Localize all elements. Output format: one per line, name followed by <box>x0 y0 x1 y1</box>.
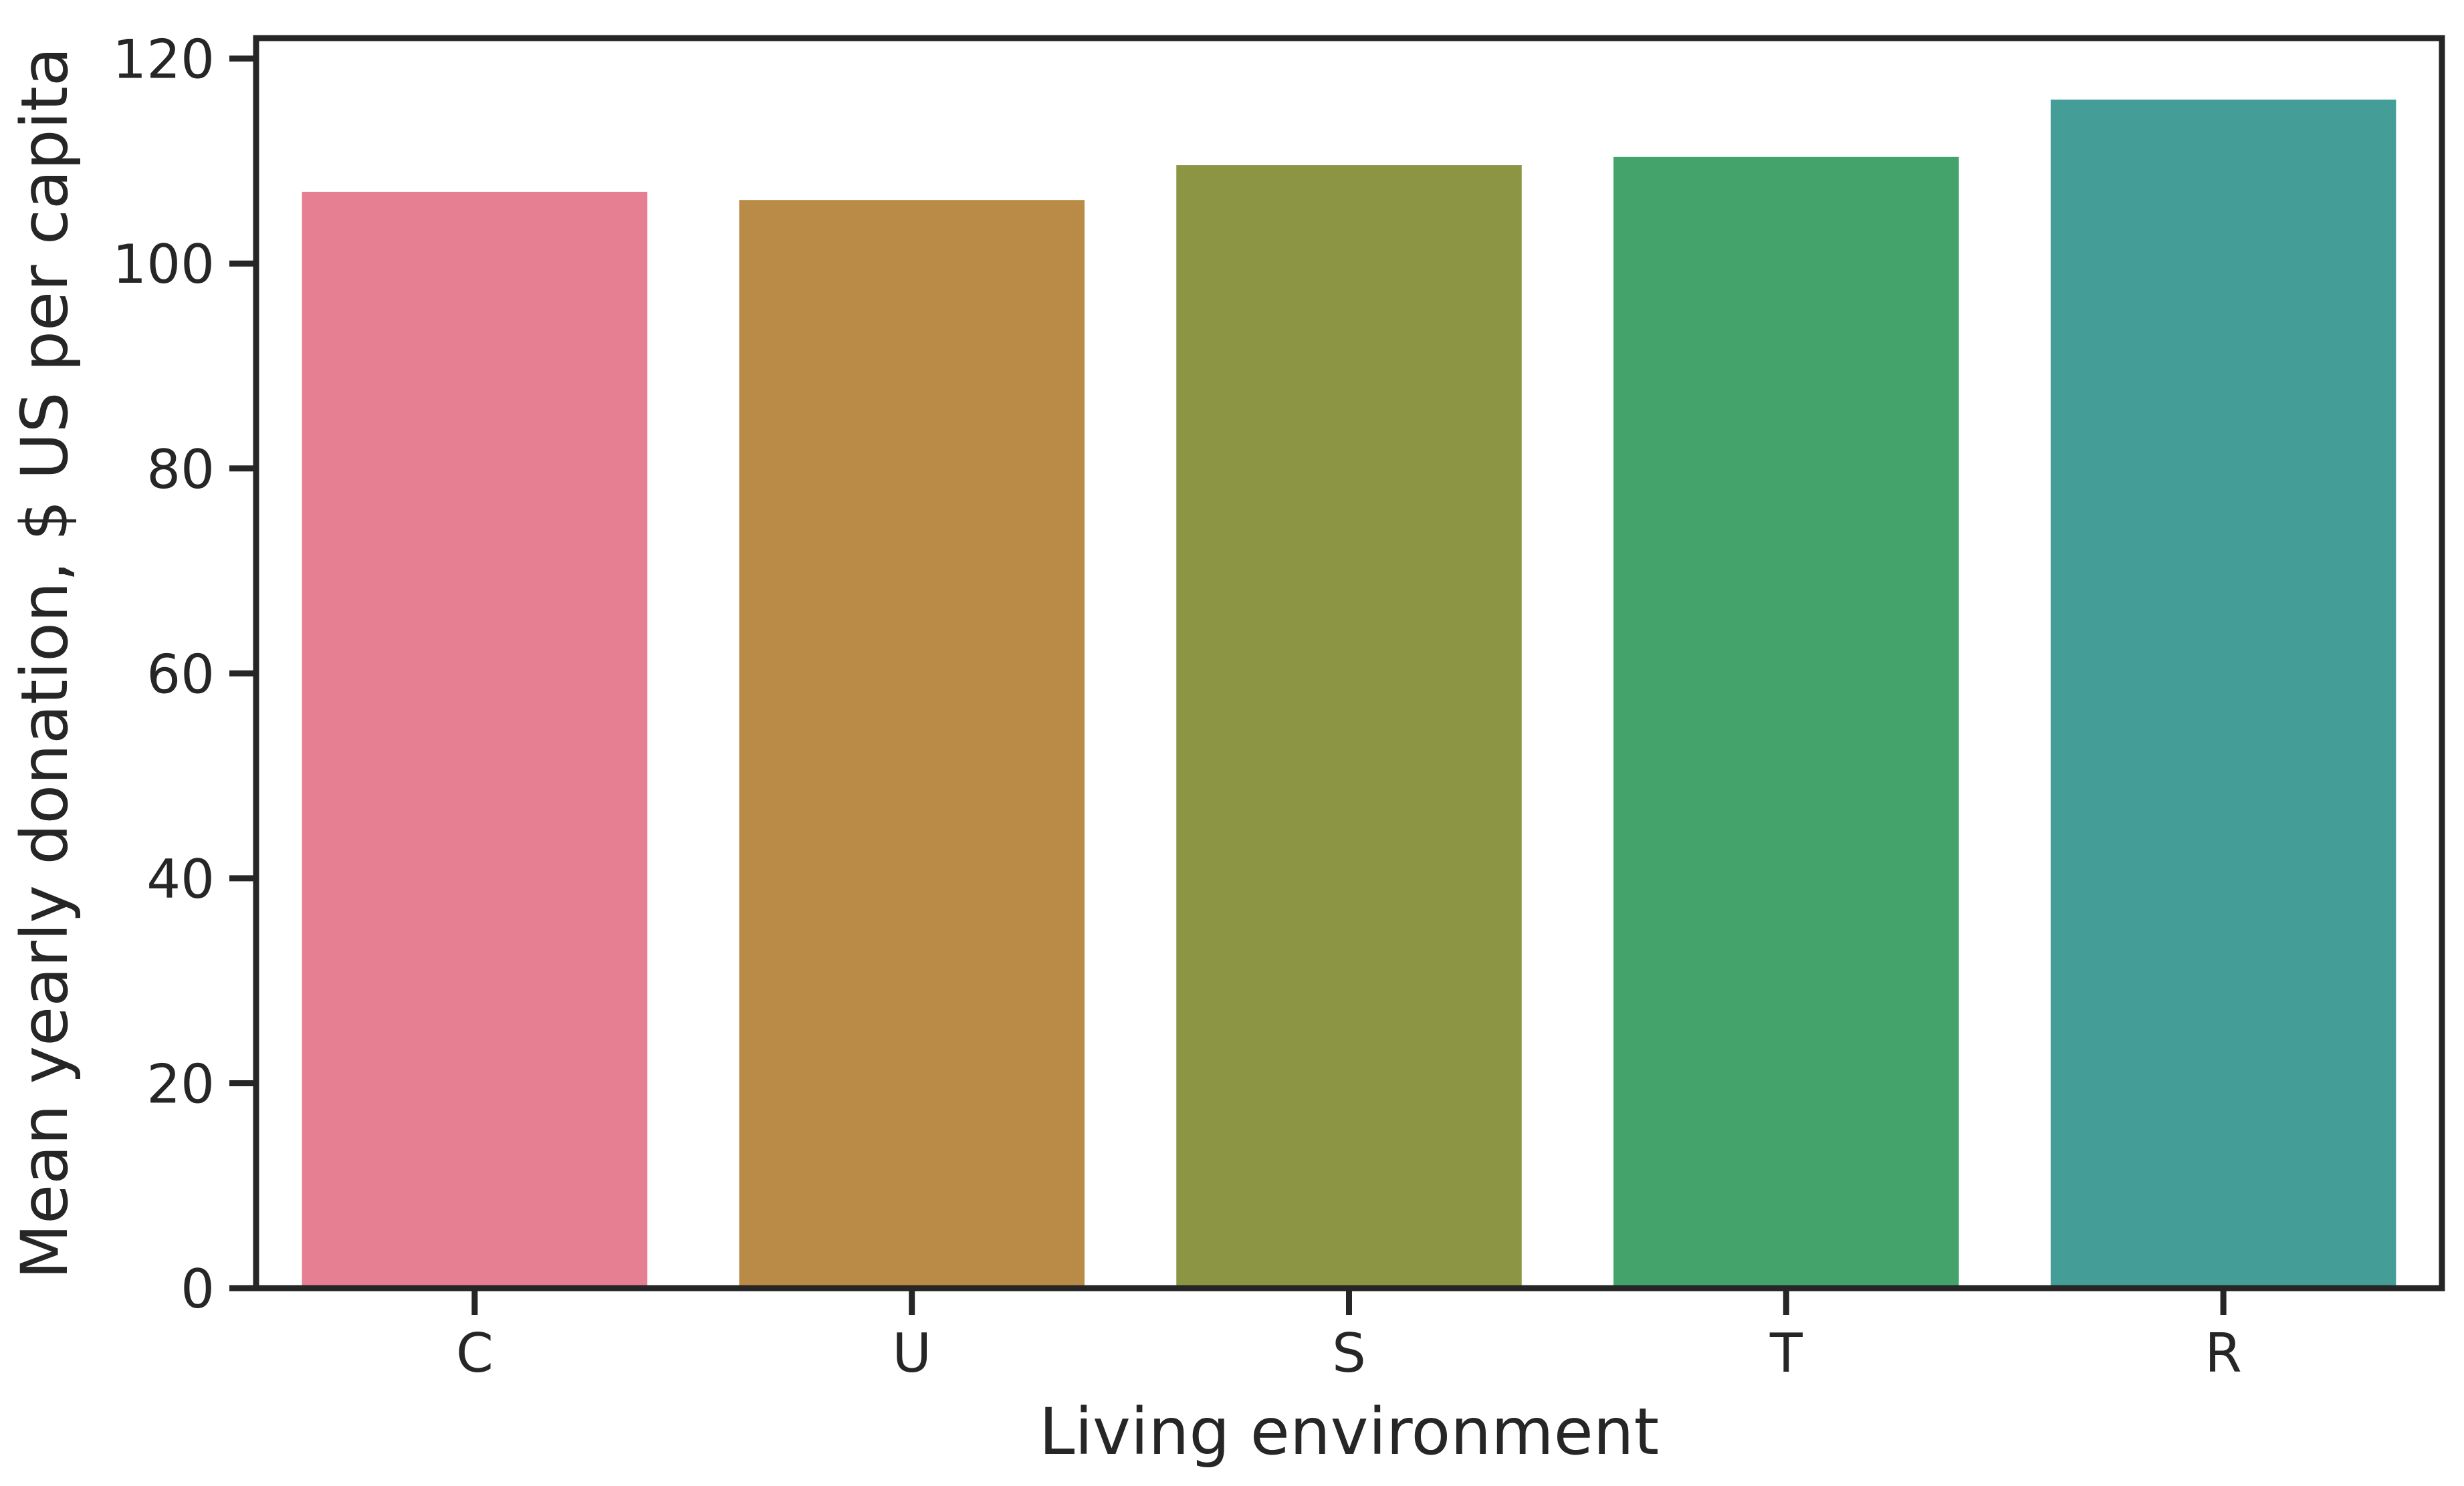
y-tick-label: 120 <box>112 29 215 91</box>
plot-frame <box>253 35 2445 1291</box>
y-tick-label: 100 <box>112 233 215 295</box>
bar-R <box>2050 99 2396 1289</box>
y-axis-ticks: 0 20 40 60 80 100 120 <box>112 29 256 1320</box>
x-tick-label: C <box>456 1322 493 1384</box>
y-tick-label: 60 <box>146 643 215 705</box>
x-axis-label: Living environment <box>1039 1394 1659 1469</box>
y-tick-label: 40 <box>146 848 215 910</box>
y-tick-label: 80 <box>146 439 215 501</box>
x-tick-label: S <box>1332 1322 1366 1384</box>
bars-group <box>302 99 2396 1289</box>
bar-T <box>1613 156 1959 1289</box>
x-tick-label: T <box>1769 1322 1803 1384</box>
x-tick-label: U <box>892 1322 931 1384</box>
y-tick-label: 20 <box>146 1053 215 1115</box>
y-axis-label: Mean yearly donation, $ US per capita <box>7 47 82 1279</box>
x-tick-label: R <box>2205 1322 2242 1384</box>
bar-S <box>1176 165 1522 1289</box>
bar-C <box>302 191 648 1289</box>
y-tick-label: 0 <box>181 1258 215 1320</box>
bar-U <box>739 200 1085 1289</box>
